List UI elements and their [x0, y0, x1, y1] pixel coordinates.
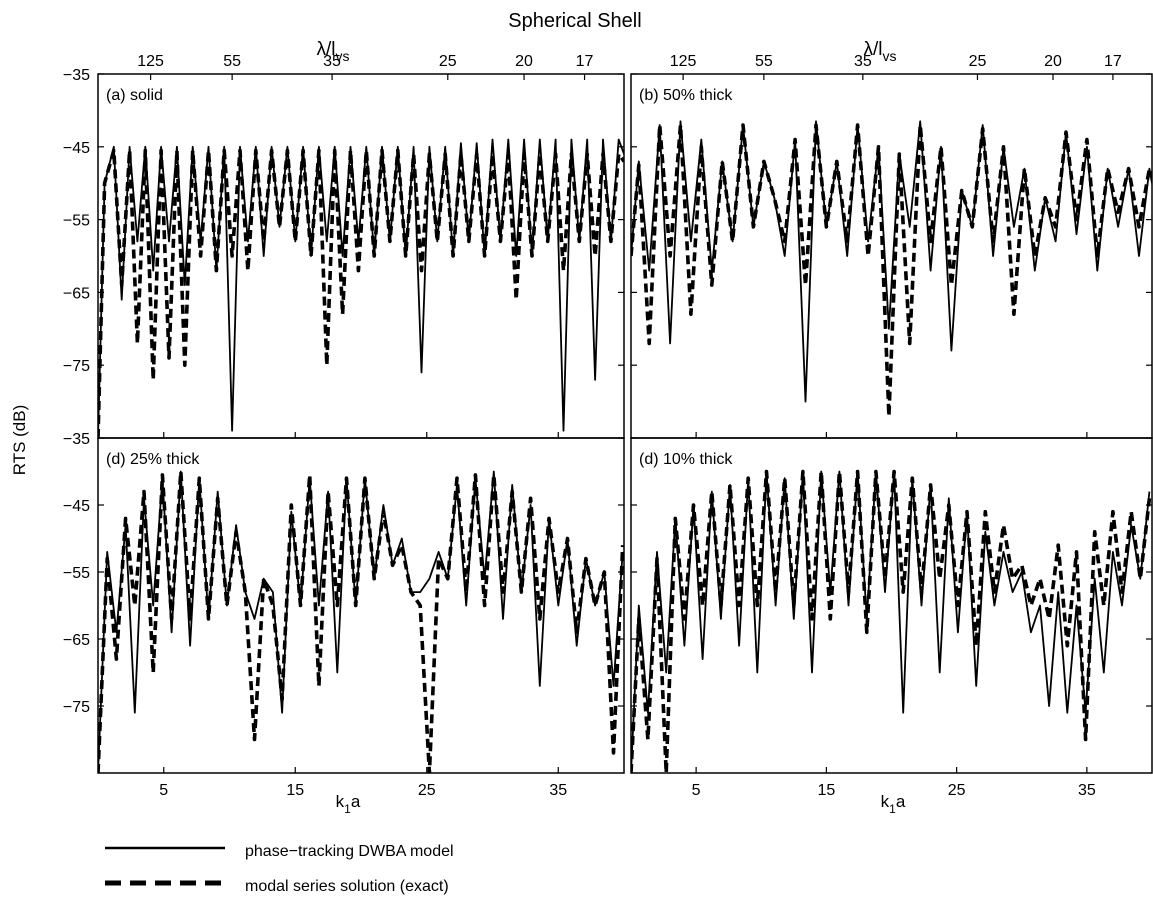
top-tick-label: 35 [323, 53, 341, 70]
series-modal-series-panel-1 [98, 148, 624, 438]
x-tick-label: 5 [692, 782, 701, 799]
figure-title: Spherical Shell [508, 10, 641, 32]
panel-label: (a) solid [106, 87, 163, 104]
top-tick-label: 17 [1104, 53, 1122, 70]
y-tick-label: −65 [63, 632, 90, 649]
x-tick-label: 25 [948, 782, 966, 799]
x-axis-label-right: k1a [881, 792, 906, 816]
y-tick-label: −45 [63, 498, 90, 515]
top-tick-label: 20 [515, 53, 533, 70]
top-tick-label: 125 [137, 53, 164, 70]
panel-frame [630, 437, 1153, 774]
y-tick-label: −65 [63, 285, 90, 302]
top-axis-label-left: λ/lvs [317, 39, 350, 64]
x-tick-label: 5 [159, 782, 168, 799]
y-axis-label: RTS (dB) [10, 405, 29, 476]
x-tick-label: 15 [286, 782, 304, 799]
panel-label: (b) 50% thick [639, 87, 733, 104]
panel-1: −35 −45 −55 −65 −75 125 55 35 25 20 17 (a) solid [63, 53, 625, 439]
x-tick-label: 15 [817, 782, 835, 799]
top-tick-label: 125 [670, 53, 697, 70]
y-tick-label: −75 [63, 358, 90, 375]
panel-frame [97, 437, 625, 774]
x-tick-label: 35 [1078, 782, 1096, 799]
x-axis-label-left: k1a [336, 792, 361, 816]
legend: phase−tracking DWBA model modal series s… [105, 843, 454, 895]
legend-dashed-label: modal series solution (exact) [245, 878, 449, 895]
top-tick-label: 17 [576, 53, 594, 70]
panel-label: (d) 25% thick [106, 451, 200, 468]
y-tick-label: −35 [63, 67, 90, 84]
top-tick-label: 25 [439, 53, 457, 70]
panel-label: (d) 10% thick [639, 451, 733, 468]
top-tick-label: 25 [969, 53, 987, 70]
y-tick-label: −35 [63, 431, 90, 448]
series-modal-series-panel-3 [98, 469, 624, 773]
top-axis-label-right: λ/lvs [864, 39, 897, 64]
series-modal-series-panel-2 [631, 123, 1152, 418]
top-tick-label: 35 [854, 53, 872, 70]
top-tick-label: 55 [755, 53, 773, 70]
legend-solid-label: phase−tracking DWBA model [245, 843, 454, 860]
top-tick-label: 20 [1044, 53, 1062, 70]
y-tick-label: −75 [63, 699, 90, 716]
panel-4: 5 15 25 35 (d) 10% thick [630, 437, 1153, 799]
top-tick-label: 55 [223, 53, 241, 70]
x-tick-label: 25 [418, 782, 436, 799]
panel-3: −35 −45 −55 −65 −75 5 15 25 35 (d) 25% thick [63, 431, 625, 799]
x-tick-label: 35 [549, 782, 567, 799]
y-tick-label: −55 [63, 213, 90, 230]
series-modal-series-panel-4 [631, 469, 1152, 773]
panel-2: 125 55 35 25 20 17 (b) 50% thick [630, 53, 1153, 439]
y-tick-label: −45 [63, 140, 90, 157]
y-tick-label: −55 [63, 565, 90, 582]
